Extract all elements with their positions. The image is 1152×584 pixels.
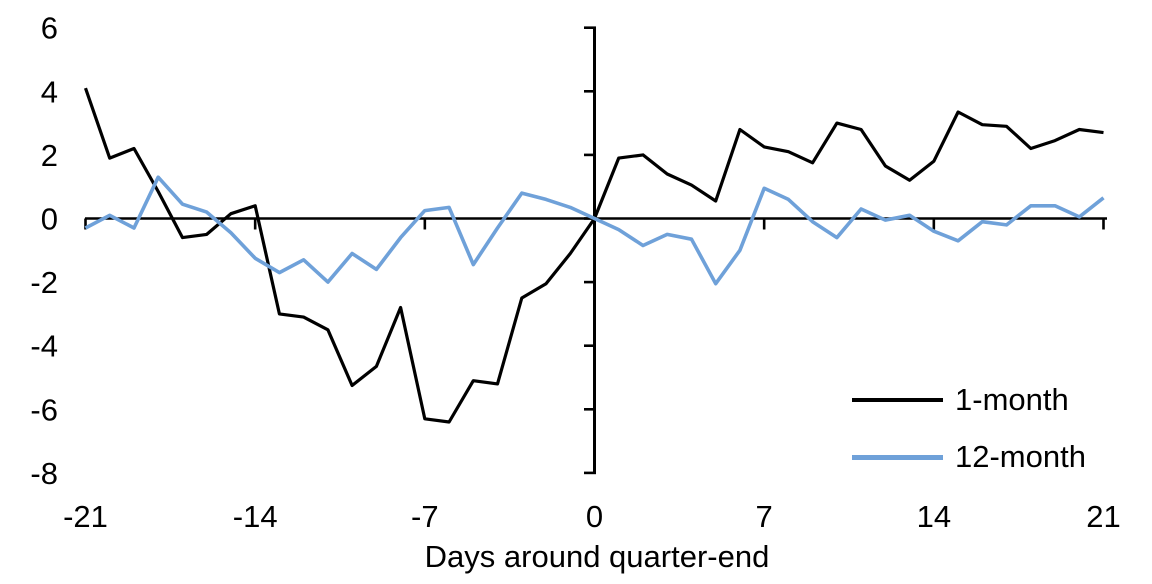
x-tick-label: -7 [411, 499, 439, 534]
y-tick-label: -6 [30, 392, 58, 427]
y-tick-label: -4 [30, 329, 58, 364]
x-axis-title: Days around quarter-end [424, 539, 770, 574]
y-tick-label: 2 [41, 138, 58, 173]
legend-label-1-month: 1-month [955, 382, 1069, 417]
y-tick-label: 4 [41, 74, 58, 109]
x-tick-label: 21 [1086, 499, 1120, 534]
series-line-12-month [84, 175, 1105, 286]
x-tick-label: 0 [586, 499, 603, 534]
legend-label-12-month: 12-month [955, 439, 1086, 474]
legend-swatch-12-month-line [852, 454, 943, 460]
y-tick-label: 0 [41, 202, 58, 237]
legend-item-12-month: 12-month [852, 440, 1086, 474]
x-tick-label: 14 [917, 499, 951, 534]
y-tick-label: 6 [41, 11, 58, 46]
legend-swatch-1-month-line [852, 398, 943, 402]
legend-item-1-month: 1-month [852, 383, 1069, 417]
y-tick-label: -2 [30, 265, 58, 300]
x-tick-label: -14 [233, 499, 278, 534]
x-tick-label: -21 [63, 499, 108, 534]
y-tick-label: -8 [30, 456, 58, 491]
x-tick-label: 7 [756, 499, 773, 534]
